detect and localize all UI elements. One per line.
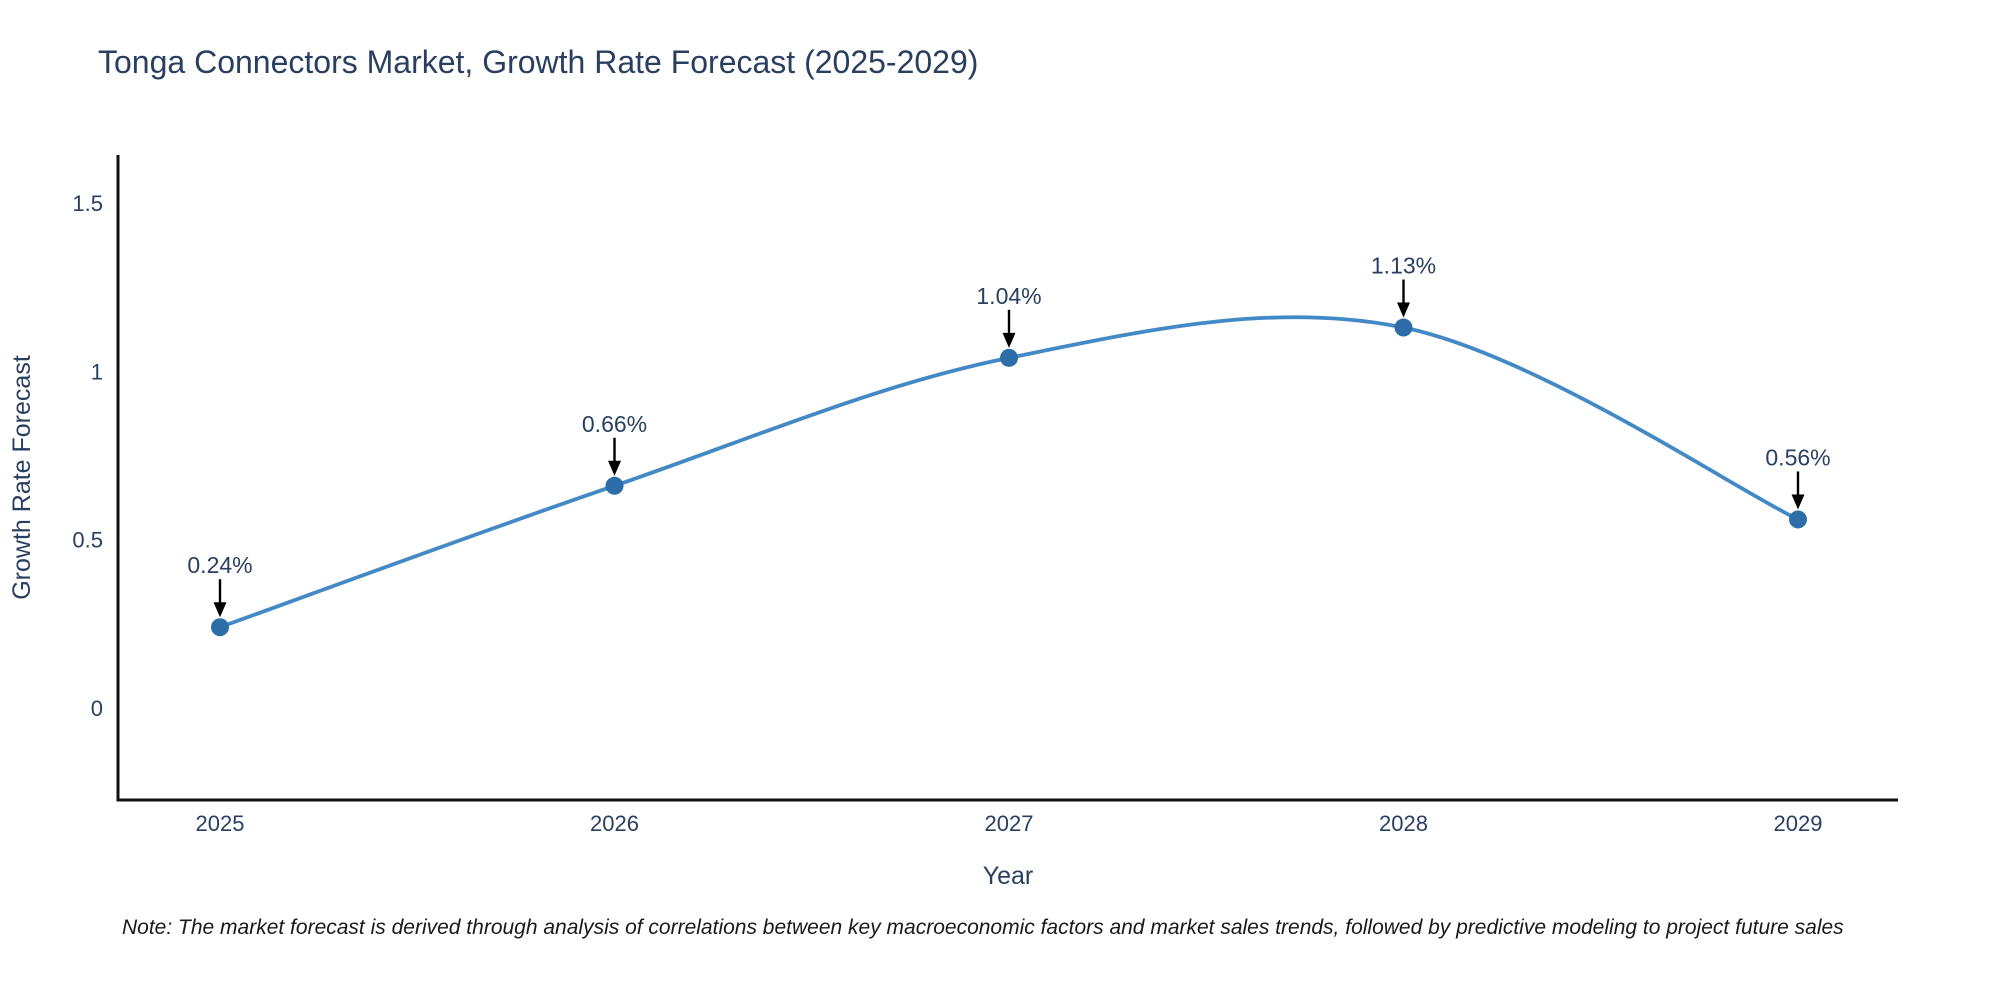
annotation-arrowhead xyxy=(1002,332,1016,348)
point-value-label: 0.66% xyxy=(582,411,647,437)
x-tick-label: 2028 xyxy=(1379,811,1428,836)
data-point xyxy=(605,476,624,495)
annotation-arrowhead xyxy=(1397,302,1410,318)
x-tick-label: 2027 xyxy=(985,811,1034,836)
footnote: Note: The market forecast is derived thr… xyxy=(122,916,1844,939)
y-tick-label: 1.5 xyxy=(72,191,103,216)
data-point xyxy=(1394,318,1413,337)
point-value-label: 0.56% xyxy=(1765,444,1830,470)
annotation-arrowhead xyxy=(608,460,621,476)
annotation-arrowhead xyxy=(213,602,227,618)
data-point xyxy=(1789,510,1807,529)
chart-title: Tonga Connectors Market, Growth Rate For… xyxy=(98,44,979,80)
point-value-label: 0.24% xyxy=(187,552,252,578)
point-value-label: 1.04% xyxy=(976,283,1041,309)
x-tick-label: 2029 xyxy=(1774,811,1823,836)
y-tick-label: 0 xyxy=(91,696,103,721)
y-tick-label: 0.5 xyxy=(72,528,103,553)
y-axis-title: Growth Rate Forecast xyxy=(8,355,36,600)
x-tick-label: 2026 xyxy=(590,811,639,836)
point-value-label: 1.13% xyxy=(1371,253,1436,279)
annotation-arrowhead xyxy=(1791,494,1805,510)
x-axis-title: Year xyxy=(983,862,1034,890)
y-tick-label: 1 xyxy=(91,359,103,384)
data-point xyxy=(211,618,229,637)
data-point xyxy=(1000,348,1018,367)
x-tick-label: 2025 xyxy=(196,811,245,836)
